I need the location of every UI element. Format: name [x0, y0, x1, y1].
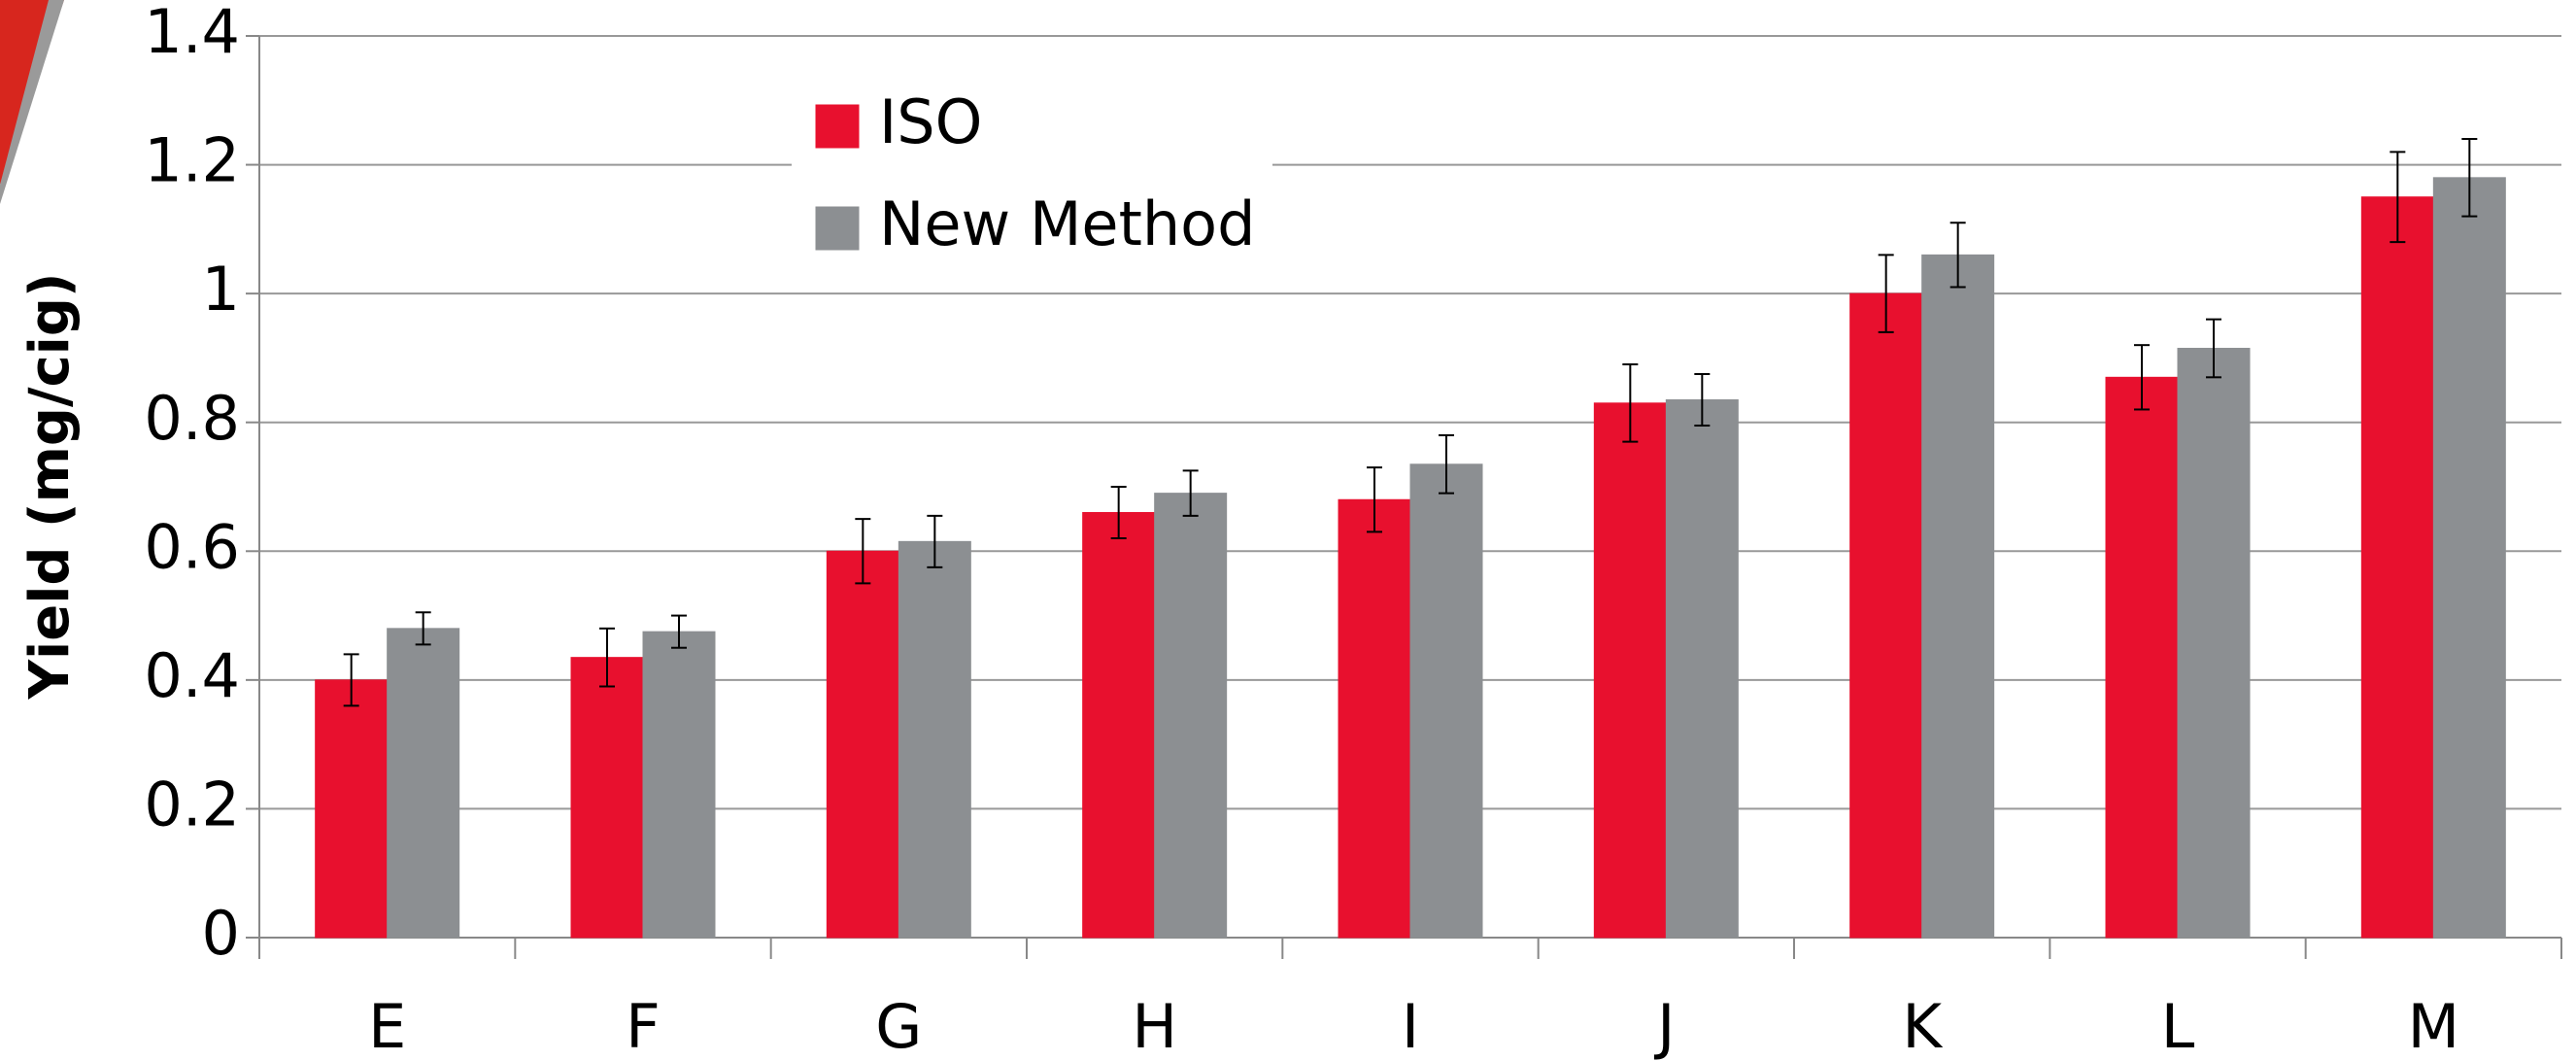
bar — [1082, 512, 1156, 939]
x-tick-label: J — [1653, 991, 1675, 1061]
bar — [898, 540, 971, 939]
legend-swatch — [815, 206, 860, 251]
bar — [1409, 463, 1483, 939]
bar — [2177, 347, 2251, 939]
y-tick-label: 0.8 — [144, 383, 240, 454]
error-bar — [1878, 254, 1894, 333]
error-bar — [2390, 151, 2406, 244]
corner-decoration-edge — [0, 0, 64, 204]
error-bar — [1622, 363, 1639, 443]
y-tick-label: 0.4 — [144, 640, 240, 711]
bar — [1338, 498, 1411, 939]
legend-background — [792, 87, 1272, 272]
y-axis-label: Yield (mg/cig) — [18, 272, 82, 700]
error-bar — [671, 614, 687, 649]
error-bar — [415, 611, 431, 646]
bar — [2105, 376, 2179, 939]
x-tick-label: G — [875, 991, 922, 1061]
bar — [570, 657, 644, 939]
x-tick-label: E — [368, 991, 406, 1061]
bar — [1593, 402, 1667, 939]
error-bar — [855, 518, 871, 585]
error-bar — [1694, 373, 1711, 428]
y-tick-label: 1.4 — [144, 0, 240, 67]
x-tick-label: L — [2161, 991, 2195, 1061]
bar — [387, 628, 460, 939]
error-bar — [1439, 433, 1454, 495]
bar — [1665, 399, 1739, 939]
x-tick-label: M — [2408, 991, 2460, 1061]
bar — [315, 679, 389, 939]
y-tick-label: 0.6 — [144, 511, 240, 582]
error-bar — [599, 627, 615, 688]
x-tick-label: F — [626, 991, 661, 1061]
error-bar — [1110, 486, 1127, 540]
error-bar — [1949, 222, 1966, 289]
bar — [1849, 292, 1923, 939]
bar — [1921, 254, 1995, 939]
error-bar — [2134, 344, 2150, 411]
y-tick-label: 1.2 — [144, 125, 240, 196]
y-tick-label: 0.2 — [144, 770, 240, 840]
error-bar — [2461, 138, 2478, 218]
error-bar — [343, 653, 359, 707]
bar — [2432, 177, 2506, 939]
error-bar — [1367, 466, 1382, 533]
legend-swatch — [815, 104, 860, 149]
legend-label: ISO — [879, 86, 982, 157]
error-bar — [2206, 318, 2221, 379]
x-tick-label: I — [1402, 991, 1419, 1061]
bar — [642, 631, 716, 939]
bar — [826, 550, 899, 939]
y-tick-label: 1 — [202, 254, 240, 325]
y-tick-label: 0 — [202, 898, 240, 969]
bar — [2360, 196, 2434, 939]
bar — [1154, 493, 1228, 939]
error-bar — [927, 514, 943, 568]
x-tick-label: K — [1902, 991, 1943, 1061]
x-tick-label: H — [1132, 991, 1177, 1061]
error-bar — [1182, 469, 1199, 517]
legend-label: New Method — [879, 188, 1255, 259]
